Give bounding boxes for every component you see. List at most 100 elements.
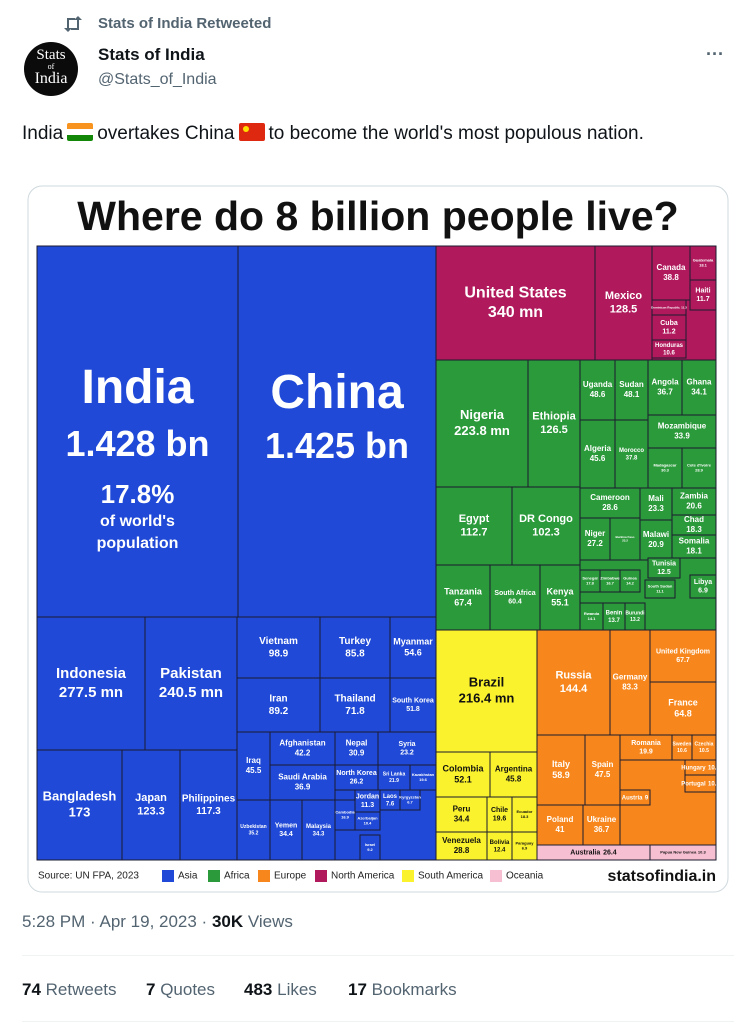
cell-label: Philippines — [182, 793, 236, 804]
stat[interactable]: 483 Likes — [244, 980, 348, 1000]
cell-label: Israel — [365, 842, 375, 847]
cell-value: 112.7 — [461, 527, 488, 539]
cell-label: Burundi — [625, 611, 645, 617]
avatar[interactable]: Stats of India — [24, 42, 78, 96]
cell-label: Australia — [570, 849, 600, 856]
cell-label: Russia — [555, 670, 592, 682]
treemap-cell — [579, 487, 641, 519]
treemap-cell — [435, 245, 596, 361]
treemap-cell — [489, 564, 541, 631]
avatar-text: of — [47, 62, 55, 71]
treemap-image[interactable]: Where do 8 billion people live? India 1.4… — [0, 0, 756, 900]
treemap-cell — [354, 811, 381, 831]
stat[interactable]: 7 Quotes — [146, 980, 244, 1000]
treemap-cell — [236, 677, 321, 733]
cell-label: Venezuela — [442, 836, 481, 845]
divider — [22, 1021, 734, 1022]
treemap-cell — [579, 419, 616, 489]
cell-value: 36.7 — [594, 825, 610, 834]
cell-value: 45.5 — [246, 766, 262, 775]
treemap-cell — [389, 677, 437, 733]
cell-value: 58.9 — [552, 770, 570, 780]
cell-text: Australia 26.4 — [570, 849, 616, 856]
legend-swatch — [162, 870, 174, 882]
treemap-cell — [649, 629, 717, 683]
cell-value: 6.9 — [522, 846, 528, 851]
cell-value: 23.2 — [400, 750, 414, 757]
cell-value: 47.5 — [595, 770, 611, 779]
cell-label: Malawi — [643, 530, 669, 539]
india-caption: population — [97, 535, 179, 552]
treemap-cell — [602, 602, 626, 631]
author-handle[interactable]: @Stats_of_India — [98, 71, 217, 88]
cell-label: Nepal — [346, 739, 368, 748]
stat-label: Bookmarks — [371, 980, 457, 999]
cell-label: Ukraine — [587, 815, 617, 824]
cell-value: 12.5 — [657, 569, 671, 576]
cell-value: 20.6 — [686, 502, 702, 511]
cell-label: Chile — [491, 807, 508, 814]
treemap-cell — [649, 844, 717, 861]
cell-label: Sri Lanka — [383, 772, 406, 778]
cell-label: Japan — [135, 792, 167, 804]
cell-value: 173 — [69, 804, 91, 819]
cell-label: Turkey — [339, 636, 371, 647]
cell-value: 26.2 — [350, 779, 364, 786]
india-share: 17.8% — [101, 479, 175, 509]
tweet-text: India overtakes China to become the world'… — [22, 121, 712, 146]
treemap-cell — [236, 799, 271, 861]
cell-value: 30.9 — [349, 749, 365, 758]
cell-label: Niger — [585, 529, 605, 538]
india-caption: of world's — [100, 513, 175, 530]
legend-swatch — [258, 870, 270, 882]
cell-value: 34.4 — [279, 831, 293, 838]
legend-label: Europe — [274, 871, 307, 882]
cell-label: Rwanda — [584, 611, 600, 616]
cell-label: Cambodia — [335, 810, 355, 815]
cell-value: 144.4 — [560, 683, 588, 695]
cell-label: India — [81, 361, 193, 414]
timestamp[interactable]: 5:28 PM · Apr 19, 2023 · — [22, 912, 208, 931]
legend-label: Asia — [178, 871, 198, 882]
treemap-cell — [579, 359, 616, 421]
timestamp-row: 5:28 PM · Apr 19, 2023 · 30K Views — [22, 912, 293, 932]
source: Source: UN FPA, 2023 — [38, 871, 139, 882]
legend-swatch — [402, 870, 414, 882]
cell-label: Mexico — [605, 290, 643, 302]
cell-label: Kazakhstan — [412, 772, 435, 777]
cell-label: United Kingdom — [656, 649, 710, 656]
cell-label: Poland — [547, 815, 574, 824]
stat[interactable]: 17 Bookmarks — [348, 980, 457, 1000]
author-name[interactable]: Stats of India — [98, 45, 205, 64]
treemap-cell — [619, 789, 651, 806]
treemap-cell — [377, 764, 411, 791]
treemap-cell — [651, 339, 687, 359]
divider — [22, 955, 734, 956]
treemap-cell — [681, 359, 717, 416]
treemap-cell — [36, 616, 146, 751]
stat[interactable]: 74 Retweets — [22, 980, 146, 1000]
cell-label: Somalia — [679, 537, 710, 546]
stats-row: 74 Retweets 7 Quotes 483 Likes 17 Bookmarks — [22, 980, 457, 1000]
cell-label: Cameroon — [590, 493, 630, 502]
cell-value: 17.8 — [586, 581, 595, 586]
legend-label: South America — [418, 871, 483, 882]
cell-value: 10.2 — [708, 781, 720, 787]
legend: Asia Africa Europe North America South Ameri… — [162, 870, 544, 882]
cell-label: Pakistan — [160, 665, 222, 682]
cell-value: 277.5 mn — [59, 684, 123, 701]
cell-value: 223.8 mn — [454, 423, 510, 438]
more-button[interactable]: ··· — [706, 44, 724, 64]
cell-label: Tunisia — [652, 561, 676, 568]
flag-china — [238, 123, 265, 141]
cell-label: DR Congo — [519, 513, 573, 525]
cell-label: Azerbaijan — [357, 816, 378, 821]
cell-label: Indonesia — [56, 665, 127, 682]
cell-value: 28.8 — [454, 846, 470, 855]
cell-value: 27.2 — [587, 539, 603, 548]
cell-label: Senegal — [582, 576, 597, 581]
tweet-text-part: to become the world's most populous nati… — [268, 123, 644, 144]
cell-label: Yemen — [275, 823, 298, 830]
cell-label: Guatemala — [693, 258, 714, 263]
cell-value: 20.9 — [648, 540, 664, 549]
